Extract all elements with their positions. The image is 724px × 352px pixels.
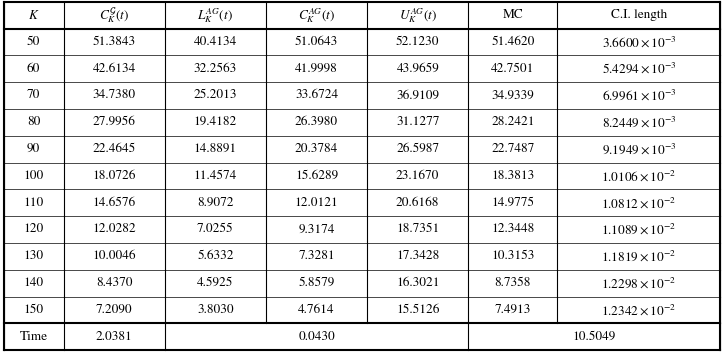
Text: 110: 110 — [23, 197, 43, 209]
Text: 11.4574: 11.4574 — [194, 170, 237, 182]
Text: 70: 70 — [27, 90, 41, 101]
Text: 80: 80 — [27, 117, 41, 128]
Text: 42.7501: 42.7501 — [491, 63, 534, 75]
Text: 26.3980: 26.3980 — [295, 117, 338, 128]
Text: 28.2421: 28.2421 — [491, 117, 534, 128]
Text: 12.3448: 12.3448 — [492, 224, 534, 235]
Text: 31.1277: 31.1277 — [396, 117, 439, 128]
Text: 15.6289: 15.6289 — [295, 170, 338, 182]
Text: $1.1819 \times 10^{-2}$: $1.1819 \times 10^{-2}$ — [602, 249, 676, 264]
Text: 8.4370: 8.4370 — [96, 277, 132, 289]
Text: 18.7351: 18.7351 — [396, 224, 439, 235]
Text: 15.5126: 15.5126 — [396, 304, 439, 316]
Text: 140: 140 — [24, 277, 43, 289]
Text: $9.1949 \times 10^{-3}$: $9.1949 \times 10^{-3}$ — [602, 142, 676, 157]
Text: 7.4913: 7.4913 — [494, 304, 531, 316]
Text: 33.6724: 33.6724 — [295, 90, 338, 101]
Text: 25.2013: 25.2013 — [193, 90, 237, 101]
Text: $C_K^{\mathcal{G}}(t)$: $C_K^{\mathcal{G}}(t)$ — [99, 5, 130, 25]
Text: $1.0106 \times 10^{-2}$: $1.0106 \times 10^{-2}$ — [602, 169, 676, 183]
Text: 52.1230: 52.1230 — [396, 36, 439, 48]
Text: C.I. length: C.I. length — [611, 9, 667, 21]
Text: 34.9339: 34.9339 — [492, 90, 534, 101]
Text: 12.0121: 12.0121 — [295, 197, 338, 209]
Text: 20.6168: 20.6168 — [396, 197, 439, 209]
Text: 16.3021: 16.3021 — [396, 277, 439, 289]
Text: 100: 100 — [23, 170, 43, 182]
Text: 7.3281: 7.3281 — [298, 251, 335, 262]
Text: 7.2090: 7.2090 — [96, 304, 132, 316]
Text: 17.3428: 17.3428 — [396, 251, 439, 262]
Text: 40.4134: 40.4134 — [194, 36, 237, 48]
Text: $1.2298 \times 10^{-2}$: $1.2298 \times 10^{-2}$ — [602, 276, 676, 291]
Text: 9.3174: 9.3174 — [298, 224, 334, 235]
Text: 23.1670: 23.1670 — [396, 170, 439, 182]
Text: 10.0046: 10.0046 — [93, 251, 136, 262]
Text: 18.0726: 18.0726 — [93, 170, 136, 182]
Text: 36.9109: 36.9109 — [396, 90, 439, 101]
Text: 60: 60 — [27, 63, 41, 75]
Text: $C_K^{AG}(t)$: $C_K^{AG}(t)$ — [298, 6, 335, 25]
Text: 5.8579: 5.8579 — [298, 277, 334, 289]
Text: 41.9998: 41.9998 — [295, 63, 338, 75]
Text: 120: 120 — [23, 224, 43, 235]
Text: $L_K^{AG}(t)$: $L_K^{AG}(t)$ — [198, 6, 233, 25]
Text: 2.0381: 2.0381 — [96, 331, 132, 343]
Text: 10.3153: 10.3153 — [491, 251, 534, 262]
Text: 0.0430: 0.0430 — [298, 331, 335, 343]
Text: $3.6600 \times 10^{-3}$: $3.6600 \times 10^{-3}$ — [602, 34, 676, 49]
Text: 90: 90 — [27, 143, 41, 155]
Text: $1.2342 \times 10^{-2}$: $1.2342 \times 10^{-2}$ — [602, 303, 676, 318]
Text: 34.7380: 34.7380 — [93, 90, 136, 101]
Text: $5.4294 \times 10^{-3}$: $5.4294 \times 10^{-3}$ — [602, 61, 676, 76]
Text: 42.6134: 42.6134 — [93, 63, 136, 75]
Text: MC: MC — [502, 9, 523, 21]
Text: $6.9961 \times 10^{-3}$: $6.9961 \times 10^{-3}$ — [602, 88, 676, 103]
Text: 8.9072: 8.9072 — [197, 197, 234, 209]
Text: 51.3843: 51.3843 — [93, 36, 136, 48]
Text: 130: 130 — [24, 251, 43, 262]
Text: 43.9659: 43.9659 — [396, 63, 439, 75]
Text: 22.4645: 22.4645 — [93, 143, 136, 155]
Text: $U_K^{AG}(t)$: $U_K^{AG}(t)$ — [399, 6, 437, 25]
Text: 14.9775: 14.9775 — [492, 197, 534, 209]
Text: 18.3813: 18.3813 — [492, 170, 534, 182]
Text: 3.8030: 3.8030 — [197, 304, 234, 316]
Text: 4.7614: 4.7614 — [298, 304, 334, 316]
Text: 51.4620: 51.4620 — [491, 36, 534, 48]
Text: Time: Time — [20, 331, 48, 343]
Text: $K$: $K$ — [28, 9, 39, 22]
Text: 14.6576: 14.6576 — [93, 197, 136, 209]
Text: 19.4182: 19.4182 — [194, 117, 237, 128]
Text: 27.9956: 27.9956 — [93, 117, 135, 128]
Text: $1.0812 \times 10^{-2}$: $1.0812 \times 10^{-2}$ — [602, 195, 676, 210]
Text: 26.5987: 26.5987 — [396, 143, 439, 155]
Text: 20.3784: 20.3784 — [295, 143, 338, 155]
Text: 14.8891: 14.8891 — [194, 143, 237, 155]
Text: 50: 50 — [27, 36, 41, 48]
Text: 5.6332: 5.6332 — [197, 251, 234, 262]
Text: $1.1089 \times 10^{-2}$: $1.1089 \times 10^{-2}$ — [602, 222, 676, 237]
Text: 150: 150 — [24, 304, 43, 316]
Text: 12.0282: 12.0282 — [93, 224, 136, 235]
Text: 32.2563: 32.2563 — [194, 63, 237, 75]
Text: 4.5925: 4.5925 — [197, 277, 234, 289]
Text: 51.0643: 51.0643 — [295, 36, 338, 48]
Text: 7.0255: 7.0255 — [197, 224, 234, 235]
Text: 8.7358: 8.7358 — [494, 277, 531, 289]
Text: 10.5049: 10.5049 — [573, 331, 616, 343]
Text: 22.7487: 22.7487 — [492, 143, 534, 155]
Text: $8.2449 \times 10^{-3}$: $8.2449 \times 10^{-3}$ — [602, 115, 676, 130]
